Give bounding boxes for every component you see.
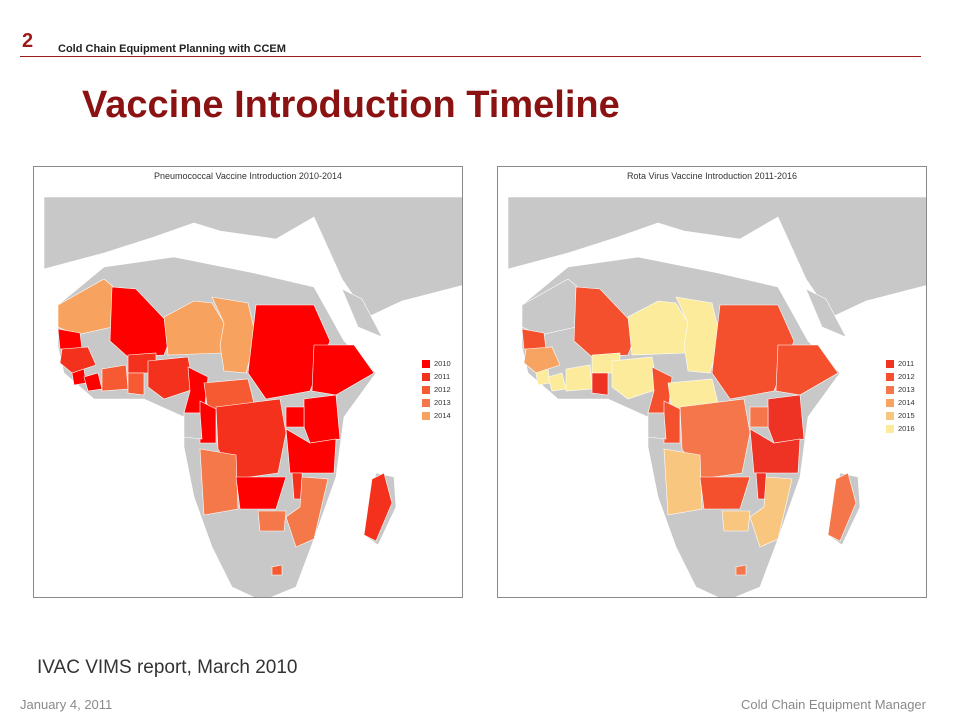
- legend-swatch: [886, 385, 894, 394]
- country-cote-d-ivoire: [565, 364, 593, 392]
- legend-swatch: [422, 398, 430, 407]
- landmass: [341, 288, 383, 338]
- legend-item: 2015: [886, 409, 926, 422]
- legend-swatch: [886, 411, 894, 420]
- legend-label: 2013: [434, 398, 451, 407]
- country-mali: [573, 286, 639, 358]
- country-chad: [675, 296, 721, 374]
- footer-product: Cold Chain Equipment Manager: [741, 697, 926, 712]
- country-madagascar: [363, 472, 393, 542]
- legend-item: 2012: [422, 383, 462, 396]
- landmass: [43, 196, 462, 318]
- africa-map: [507, 196, 926, 597]
- country-ghana: [127, 372, 145, 396]
- country-nigeria: [611, 356, 659, 400]
- page-title: Vaccine Introduction Timeline: [82, 84, 620, 126]
- country-madagascar: [827, 472, 857, 542]
- country-nigeria: [147, 356, 195, 400]
- legend-item: 2010: [422, 357, 462, 370]
- landmass: [507, 196, 926, 318]
- legend-swatch: [886, 424, 894, 433]
- country-kenya: [767, 394, 805, 444]
- legend-item: 2012: [886, 370, 926, 383]
- africa-map: [43, 196, 462, 597]
- country-mozambique: [285, 476, 329, 548]
- map-legend: 2010 2011 2012 2013 2014: [422, 357, 462, 422]
- country-angola: [663, 448, 703, 516]
- legend-swatch: [422, 372, 430, 381]
- legend-label: 2014: [434, 411, 451, 420]
- legend-swatch: [422, 385, 430, 394]
- legend-label: 2012: [434, 385, 451, 394]
- country-zambia: [699, 476, 751, 510]
- header-rule: [20, 56, 921, 57]
- legend-item: 2013: [422, 396, 462, 409]
- legend-label: 2011: [434, 372, 451, 381]
- legend-label: 2016: [898, 424, 915, 433]
- footer-date: January 4, 2011: [20, 697, 113, 712]
- legend-swatch: [886, 398, 894, 407]
- legend-item: 2013: [886, 383, 926, 396]
- country-zambia: [235, 476, 287, 510]
- legend-label: 2013: [898, 385, 915, 394]
- legend-item: 2011: [886, 357, 926, 370]
- legend-label: 2014: [898, 398, 915, 407]
- country-sudan: [711, 304, 795, 400]
- country-ethiopia: [775, 344, 839, 396]
- country-zimbabwe: [721, 510, 751, 532]
- country-ghana: [591, 372, 609, 396]
- country-mali: [109, 286, 175, 358]
- map-title: Rota Virus Vaccine Introduction 2011-201…: [626, 171, 798, 181]
- country-uganda: [285, 406, 305, 428]
- legend-item: 2011: [422, 370, 462, 383]
- source-caption: IVAC VIMS report, March 2010: [37, 657, 298, 678]
- slide-number: 2: [22, 30, 34, 52]
- legend-label: 2011: [898, 359, 915, 368]
- country-angola: [199, 448, 239, 516]
- pneumococcal-map-panel: Pneumococcal Vaccine Introduction 2010-2…: [33, 166, 463, 598]
- country-lesotho: [735, 564, 747, 576]
- legend-label: 2012: [898, 372, 915, 381]
- country-sudan: [247, 304, 331, 400]
- map-title: Pneumococcal Vaccine Introduction 2010-2…: [154, 171, 342, 181]
- country-chad: [211, 296, 257, 374]
- country-kenya: [303, 394, 341, 444]
- country-cote-d-ivoire: [101, 364, 129, 392]
- legend-swatch: [886, 372, 894, 381]
- legend-swatch: [422, 411, 430, 420]
- legend-item: 2014: [422, 409, 462, 422]
- legend-label: 2010: [434, 359, 451, 368]
- landmass: [805, 288, 847, 338]
- rotavirus-map-panel: Rota Virus Vaccine Introduction 2011-201…: [497, 166, 927, 598]
- country-lesotho: [271, 564, 283, 576]
- country-uganda: [749, 406, 769, 428]
- legend-item: 2016: [886, 422, 926, 435]
- header-title: Cold Chain Equipment Planning with CCEM: [58, 43, 286, 55]
- country-ethiopia: [311, 344, 375, 396]
- legend-swatch: [886, 359, 894, 368]
- map-legend: 2011 2012 2013 2014 2015 2016: [886, 357, 926, 435]
- legend-item: 2014: [886, 396, 926, 409]
- legend-label: 2015: [898, 411, 915, 420]
- country-mozambique: [749, 476, 793, 548]
- country-zimbabwe: [257, 510, 287, 532]
- country-tanzania: [285, 428, 337, 474]
- legend-swatch: [422, 359, 430, 368]
- country-gabon: [183, 412, 203, 440]
- country-gabon: [647, 412, 667, 440]
- country-tanzania: [749, 428, 801, 474]
